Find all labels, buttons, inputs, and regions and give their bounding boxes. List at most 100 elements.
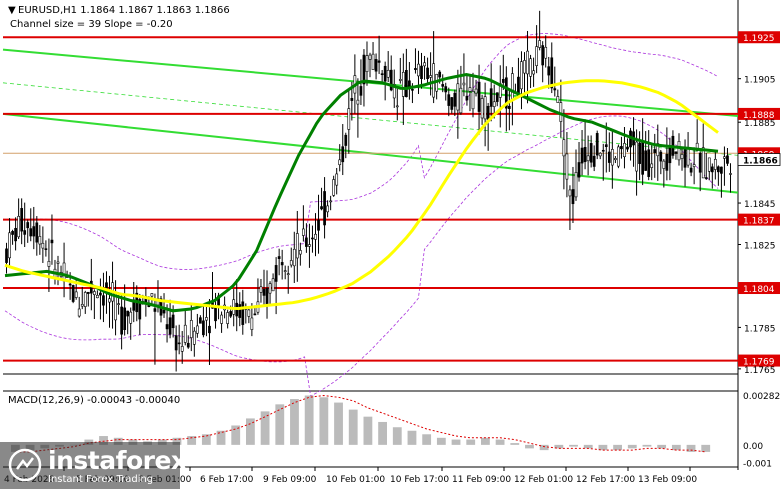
candle-body xyxy=(5,248,8,263)
candle-body xyxy=(583,147,587,163)
candle-body xyxy=(662,160,666,169)
candle-body xyxy=(477,81,481,112)
candle-body xyxy=(138,299,142,320)
candle-body xyxy=(501,78,505,83)
macd-bar xyxy=(246,418,255,445)
candle-body xyxy=(26,222,30,229)
macd-bar xyxy=(569,444,578,447)
candle-body xyxy=(520,61,523,90)
candle-body xyxy=(83,292,87,307)
macd-bar xyxy=(466,439,476,445)
candle-body xyxy=(229,311,233,317)
candle-body xyxy=(414,68,417,70)
candle-body xyxy=(595,133,599,156)
level-tag xyxy=(738,107,780,120)
candle-body xyxy=(47,261,51,267)
candle-body xyxy=(199,317,202,324)
candle-body xyxy=(96,295,99,299)
macd-bar xyxy=(392,427,402,445)
candle-body xyxy=(411,89,414,91)
level-tag-label: 1.1888 xyxy=(743,111,775,121)
candle-body xyxy=(717,166,720,173)
candle-body xyxy=(35,222,39,243)
candle-body xyxy=(314,233,317,240)
time-tick-label: 11 Feb 09:00 xyxy=(452,475,511,485)
candle-body xyxy=(644,150,648,171)
candle-body xyxy=(311,237,314,240)
candle-body xyxy=(683,148,687,168)
candle-body xyxy=(438,71,442,78)
candle-body xyxy=(538,40,542,48)
candle-body xyxy=(707,157,711,172)
candle-body xyxy=(268,283,272,294)
candle-body xyxy=(674,151,678,154)
candle-body xyxy=(586,155,590,162)
candle-body xyxy=(426,67,429,80)
price-tick-label: 1.1785 xyxy=(744,324,776,334)
candle-body xyxy=(420,65,423,80)
level-tag-label: 1.1837 xyxy=(743,217,775,227)
candle-body xyxy=(238,304,242,318)
candle-body xyxy=(462,82,466,86)
price-tick-label: 1.1825 xyxy=(744,241,776,251)
brand-logo: instaforex Instant Forex Trading xyxy=(0,442,187,489)
macd-bar xyxy=(598,444,608,451)
candle-body xyxy=(99,292,102,296)
candle-body xyxy=(547,66,551,76)
candle-body xyxy=(614,158,617,161)
envelope-bands xyxy=(4,32,719,397)
candle-body xyxy=(283,270,287,272)
candle-body xyxy=(341,146,345,163)
candle-body xyxy=(17,216,20,238)
candle-body xyxy=(544,46,548,59)
level-tag xyxy=(738,213,780,226)
candle-body xyxy=(277,256,281,259)
candle-body xyxy=(377,60,381,63)
candle-body xyxy=(550,57,554,89)
candle-body xyxy=(347,108,351,130)
candle-body xyxy=(23,230,27,235)
candle-body xyxy=(93,291,96,295)
candle-body xyxy=(44,248,48,250)
macd-label: MACD(12,26,9) -0.00043 -0.00040 xyxy=(8,395,180,406)
candle-body xyxy=(317,219,320,231)
candle-body xyxy=(659,151,663,162)
level-tag xyxy=(738,354,780,367)
candle-body xyxy=(326,205,329,213)
candle-body xyxy=(120,306,123,335)
candle-body xyxy=(623,143,626,157)
candle-body xyxy=(638,142,641,164)
candle-body xyxy=(362,54,366,85)
candle-body xyxy=(371,53,375,70)
candle-body xyxy=(444,86,448,93)
candle-body xyxy=(274,265,278,282)
candle-body xyxy=(562,139,566,157)
candle-body xyxy=(710,166,714,173)
candle-body xyxy=(465,95,469,101)
level-tag-label: 1.1925 xyxy=(743,34,775,44)
candle-body xyxy=(668,145,672,164)
candle-body xyxy=(480,98,484,119)
candle-body xyxy=(292,248,296,267)
level-tag xyxy=(738,31,780,44)
candle-body xyxy=(704,177,708,179)
candle-body xyxy=(723,156,726,159)
candle-body xyxy=(153,308,157,312)
macd-bar xyxy=(187,436,197,445)
macd-tick-label: -0.001 xyxy=(743,459,772,469)
candle-body xyxy=(180,346,184,352)
candle-body xyxy=(162,309,166,314)
candle-body xyxy=(720,166,723,174)
candle-body xyxy=(541,45,545,66)
candle-body xyxy=(305,237,308,247)
candle-body xyxy=(295,233,299,259)
candle-body xyxy=(726,155,729,164)
macd-bar xyxy=(701,444,711,452)
candle-body xyxy=(86,291,90,294)
time-tick-label: 12 Feb 01:00 xyxy=(514,475,573,485)
candle-body xyxy=(29,228,33,237)
macd-bar xyxy=(304,395,314,445)
time-tick-label: 9 Feb 09:00 xyxy=(263,475,317,485)
macd-bar xyxy=(495,439,505,445)
candle-body xyxy=(247,309,251,317)
